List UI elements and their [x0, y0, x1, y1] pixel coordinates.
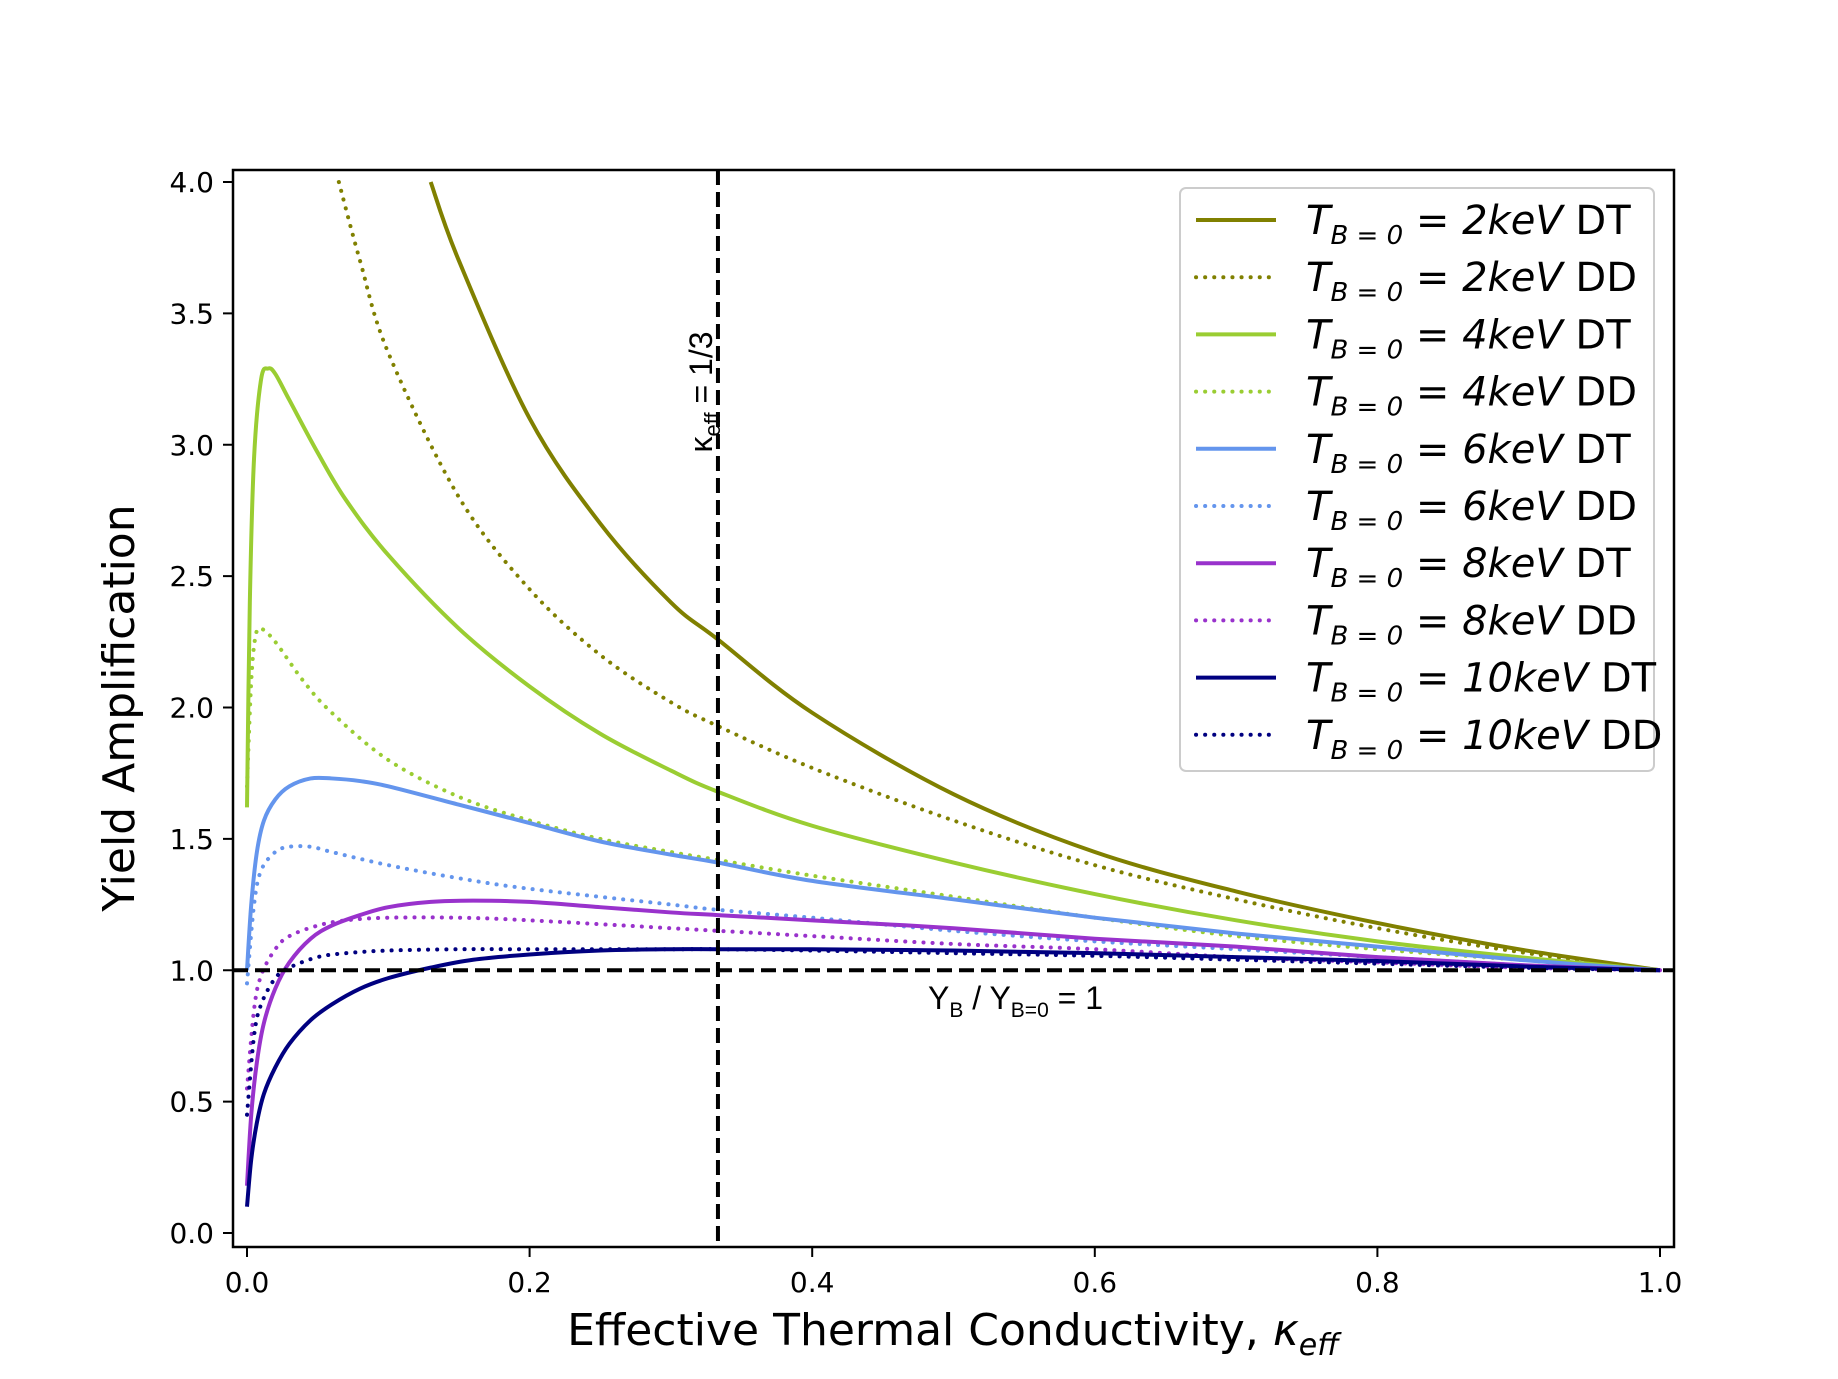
series-line-8kev-dd	[245, 915, 1662, 1091]
legend-label: TB = 0 = 10keV DD	[1306, 713, 1662, 766]
y-tick-label: 0.5	[169, 1086, 214, 1119]
x-tick-label: 0.6	[1073, 1266, 1118, 1299]
x-axis-title: Effective Thermal Conductivity, κeff	[567, 1305, 1342, 1363]
y-tick-label: 2.0	[169, 692, 214, 725]
legend-box	[1179, 187, 1655, 772]
x-tick-label: 0.8	[1355, 1266, 1400, 1299]
axis-ticks: 0.0 0.2 0.4 0.6 0.8 1.0 0.0 0.5 1.0 1.5 2.0 2.5 3.0 3…	[169, 166, 1682, 1299]
x-tick-label: 1.0	[1638, 1266, 1683, 1299]
legend-entry: TB = 0 = 6keV DD	[1194, 484, 1637, 537]
series-line-2kev-dt	[428, 181, 1661, 973]
series-layer	[245, 180, 1662, 1207]
legend-label: TB = 0 = 6keV DT	[1306, 427, 1631, 480]
legend-label: TB = 0 = 4keV DD	[1306, 370, 1637, 423]
series-line-10kev-dt	[245, 947, 1661, 1207]
legend-entry: TB = 0 = 4keV DD	[1194, 370, 1637, 423]
legend-label: TB = 0 = 8keV DT	[1306, 541, 1631, 594]
y-tick-label: 1.0	[169, 954, 214, 987]
x-tick-label: 0.2	[507, 1266, 552, 1299]
series-line-2kev-dd	[336, 180, 1662, 973]
y-tick-label: 0.0	[169, 1217, 214, 1250]
reference-lines: κeff = 1/3 YB / YB=0 = 1	[233, 170, 1674, 1247]
legend-entry: TB = 0 = 8keV DT	[1196, 541, 1631, 594]
legend-entry: TB = 0 = 2keV DT	[1196, 198, 1631, 251]
y-tick-label: 3.0	[169, 429, 214, 462]
y-tick-label: 4.0	[169, 166, 214, 199]
series-line-4kev-dt	[245, 366, 1661, 973]
x-tick-label: 0.4	[790, 1266, 835, 1299]
legend-entry: TB = 0 = 10keV DD	[1194, 713, 1662, 766]
legend-entry: TB = 0 = 8keV DD	[1194, 598, 1637, 651]
legend-label: TB = 0 = 2keV DD	[1306, 255, 1637, 308]
legend-label: TB = 0 = 2keV DT	[1306, 198, 1631, 251]
y-tick-label: 3.5	[169, 297, 214, 330]
legend-label: TB = 0 = 4keV DT	[1306, 312, 1631, 365]
legend-entry: TB = 0 = 4keV DT	[1196, 312, 1631, 365]
y-tick-label: 1.5	[169, 823, 214, 856]
legend-label: TB = 0 = 8keV DD	[1306, 598, 1637, 651]
legend-entry: TB = 0 = 10keV DT	[1196, 656, 1657, 709]
series-line-10kev-dd	[245, 947, 1662, 1117]
y-tick-label: 2.5	[169, 560, 214, 593]
series-line-6kev-dt	[245, 775, 1661, 973]
legend-label: TB = 0 = 10keV DT	[1306, 656, 1657, 709]
x-tick-label: 0.0	[225, 1266, 270, 1299]
legend-label: TB = 0 = 6keV DD	[1306, 484, 1637, 537]
legend-entry: TB = 0 = 6keV DT	[1196, 427, 1631, 480]
legend-entry: TB = 0 = 2keV DD	[1194, 255, 1637, 308]
series-line-6kev-dd	[245, 844, 1662, 986]
series-line-8kev-dt	[245, 898, 1661, 1186]
annotation-kappa-one-third: κeff = 1/3	[683, 331, 725, 452]
annotation-yield-ratio: YB / YB=0 = 1	[928, 980, 1103, 1022]
y-axis-title: Yield Amplification	[94, 504, 145, 912]
